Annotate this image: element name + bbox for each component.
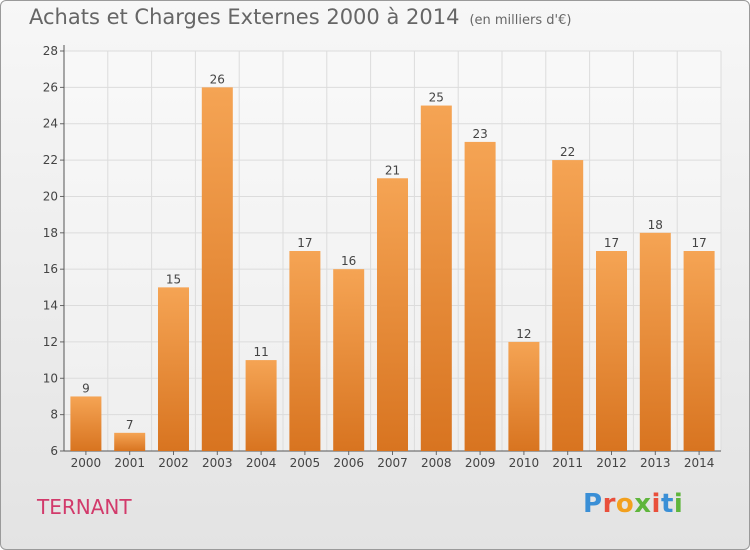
data-label-2000: 9 bbox=[82, 381, 90, 395]
x-tick-label-2000: 2000 bbox=[71, 456, 102, 470]
y-tick-label: 24 bbox=[43, 117, 58, 131]
bar-2003 bbox=[201, 87, 233, 451]
logo-letter: o bbox=[615, 489, 635, 519]
data-label-2006: 16 bbox=[341, 254, 356, 268]
bar-2010 bbox=[508, 341, 540, 451]
y-tick-label: 18 bbox=[43, 226, 58, 240]
x-tick-label-2014: 2014 bbox=[684, 456, 715, 470]
y-tick-label: 20 bbox=[43, 189, 58, 203]
bar-2008 bbox=[420, 105, 452, 451]
x-tick-label-2007: 2007 bbox=[377, 456, 408, 470]
x-tick-label-2001: 2001 bbox=[114, 456, 145, 470]
bar-2011 bbox=[552, 160, 584, 451]
bar-layer bbox=[70, 87, 715, 452]
x-tick-label-2010: 2010 bbox=[509, 456, 540, 470]
logo-letter: i bbox=[673, 489, 684, 519]
x-tick-label-2009: 2009 bbox=[465, 456, 496, 470]
data-label-2003: 26 bbox=[210, 72, 225, 86]
bar-2007 bbox=[377, 178, 408, 452]
y-tick-label: 12 bbox=[43, 335, 58, 349]
logo-letter: P bbox=[583, 489, 603, 519]
bar-2004 bbox=[245, 360, 277, 451]
bar-2001 bbox=[114, 432, 146, 451]
data-label-2009: 23 bbox=[472, 127, 487, 141]
title-text: Achats et Charges Externes 2000 à 2014 bbox=[29, 5, 460, 29]
x-tick-label-2013: 2013 bbox=[640, 456, 671, 470]
bar-2002 bbox=[158, 287, 189, 451]
data-label-2010: 12 bbox=[516, 327, 531, 341]
proxiti-logo: Proxiti bbox=[583, 489, 683, 519]
logo-letter: r bbox=[602, 489, 616, 519]
data-label-2002: 15 bbox=[166, 272, 181, 286]
data-label-2004: 11 bbox=[253, 345, 268, 359]
label-layer: 9 7 15 26 11 17 16 21 25 23 12 22 17 18 17 bbox=[82, 72, 707, 431]
x-tick-label-2011: 2011 bbox=[552, 456, 583, 470]
x-tick-label-2008: 2008 bbox=[421, 456, 452, 470]
data-label-2013: 18 bbox=[648, 218, 663, 232]
chart-title: Achats et Charges Externes 2000 à 2014 (e… bbox=[29, 5, 571, 29]
logo-letter: x bbox=[634, 489, 652, 519]
data-label-2005: 17 bbox=[297, 236, 312, 250]
data-label-2001: 7 bbox=[126, 418, 134, 432]
axis-layer: 6 8 10 12 14 16 18 20 22 24 26 28 2000 2001 2002 2003 20… bbox=[43, 44, 721, 470]
bar-2009 bbox=[464, 141, 496, 451]
bar-2005 bbox=[289, 251, 321, 451]
x-tick-label-2006: 2006 bbox=[333, 456, 364, 470]
logo-letter: i bbox=[651, 489, 661, 519]
y-tick-label: 26 bbox=[43, 80, 58, 94]
x-tick-label-2004: 2004 bbox=[246, 456, 277, 470]
x-tick-label-2003: 2003 bbox=[202, 456, 233, 470]
data-label-2008: 25 bbox=[429, 91, 444, 105]
x-tick-label-2005: 2005 bbox=[290, 456, 321, 470]
bar-2006 bbox=[333, 269, 365, 451]
commune-name: TERNANT bbox=[37, 495, 132, 519]
y-tick-label: 22 bbox=[43, 153, 58, 167]
data-label-2011: 22 bbox=[560, 145, 575, 159]
y-tick-label: 6 bbox=[50, 444, 58, 458]
bar-2012 bbox=[596, 251, 627, 451]
unit-subtitle: (en milliers d'€) bbox=[469, 13, 572, 28]
x-tick-label-2012: 2012 bbox=[596, 456, 627, 470]
y-tick-label: 8 bbox=[50, 408, 58, 422]
y-tick-label: 28 bbox=[43, 44, 58, 58]
data-label-2012: 17 bbox=[604, 236, 619, 250]
bar-2013 bbox=[639, 232, 671, 451]
data-label-2007: 21 bbox=[385, 163, 400, 177]
bar-2014 bbox=[683, 251, 715, 451]
y-tick-label: 16 bbox=[43, 262, 58, 276]
x-tick-label-2002: 2002 bbox=[158, 456, 189, 470]
y-tick-label: 14 bbox=[43, 299, 58, 313]
data-label-2014: 17 bbox=[691, 236, 706, 250]
logo-letter: t bbox=[660, 489, 674, 519]
y-tick-label: 10 bbox=[43, 371, 58, 385]
bar-2000 bbox=[70, 396, 102, 451]
